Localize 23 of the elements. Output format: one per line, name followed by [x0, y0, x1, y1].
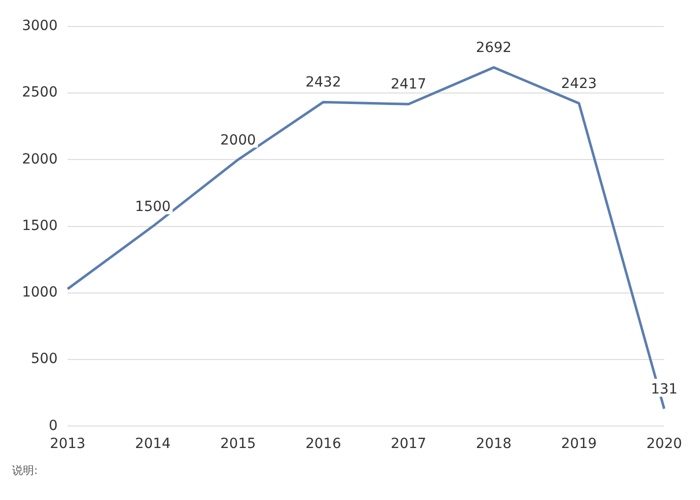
- x-tick-label: 2016: [305, 436, 342, 452]
- x-tick-label: 2013: [50, 436, 86, 452]
- x-tick-label: 2018: [476, 436, 512, 452]
- data-label: 2432: [305, 74, 342, 91]
- x-tick-label: 2020: [646, 436, 682, 452]
- y-tick-label: 3000: [22, 18, 58, 34]
- data-label: 131: [650, 381, 678, 398]
- y-tick-label: 1500: [22, 218, 58, 234]
- data-label: 2692: [476, 40, 512, 56]
- x-tick-label: 2017: [390, 436, 426, 452]
- y-tick-label: 2500: [22, 84, 58, 101]
- data-label: 1500: [135, 198, 171, 215]
- y-tick-label: 2000: [22, 151, 58, 168]
- data-label: 2000: [220, 132, 256, 148]
- text: 说明:: [12, 463, 39, 478]
- y-tick-label: 0: [48, 418, 58, 434]
- y-tick-label: 500: [30, 351, 58, 368]
- data-label: 2417: [390, 76, 426, 93]
- data-label: 2423: [561, 76, 597, 92]
- x-tick-label: 2014: [135, 436, 171, 452]
- x-tick-label: 2015: [220, 436, 256, 452]
- y-tick-label: 1000: [22, 284, 58, 301]
- x-tick-label: 2019: [561, 436, 597, 452]
